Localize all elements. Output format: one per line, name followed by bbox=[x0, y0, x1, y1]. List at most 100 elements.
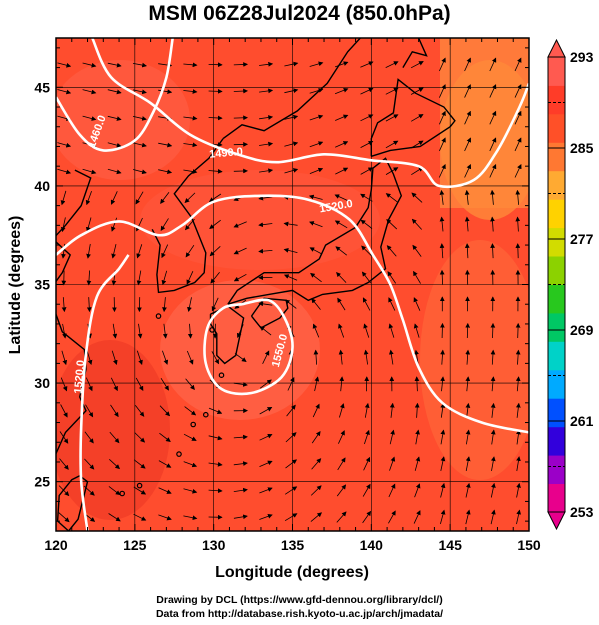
wind-vector bbox=[490, 509, 496, 525]
wind-vector bbox=[183, 433, 197, 441]
wind-vector bbox=[411, 218, 422, 230]
wind-vector bbox=[515, 189, 521, 205]
wind-vector bbox=[233, 461, 248, 466]
wind-vector bbox=[258, 248, 273, 254]
island bbox=[218, 372, 225, 379]
wind-vector bbox=[414, 402, 420, 418]
colorbar-segment bbox=[548, 256, 565, 285]
wind-vector bbox=[464, 137, 472, 152]
wind-vector bbox=[439, 137, 446, 152]
wind-vector bbox=[385, 87, 399, 95]
island bbox=[190, 421, 197, 428]
wind-vector bbox=[414, 483, 421, 498]
colorbar-segment bbox=[548, 85, 565, 115]
wind-vector bbox=[334, 61, 349, 68]
wind-vector bbox=[134, 404, 145, 417]
wind-vector bbox=[284, 61, 299, 67]
wind-vector bbox=[308, 194, 323, 200]
wind-vector bbox=[440, 482, 446, 498]
wind-vector bbox=[57, 89, 72, 95]
wind-vector bbox=[57, 168, 72, 175]
wind-vector bbox=[385, 114, 399, 122]
wind-vector bbox=[110, 191, 118, 205]
wind-vector bbox=[82, 115, 97, 121]
wind-vector bbox=[233, 115, 248, 121]
wind-vector bbox=[111, 244, 117, 259]
wind-vector bbox=[132, 116, 147, 121]
island bbox=[209, 327, 215, 333]
wind-vector bbox=[136, 217, 143, 232]
wind-vector bbox=[183, 461, 198, 468]
wind-vector bbox=[440, 402, 446, 418]
colorbar-segment bbox=[548, 227, 565, 257]
wind-vector bbox=[85, 377, 93, 392]
wind-vector bbox=[490, 243, 495, 259]
wind-vector bbox=[283, 248, 298, 253]
wind-vector bbox=[60, 190, 67, 206]
wind-vector bbox=[360, 193, 373, 202]
wind-vector bbox=[516, 482, 521, 498]
wind-vector bbox=[108, 513, 121, 522]
wind-vector bbox=[262, 350, 270, 364]
wind-vector bbox=[286, 404, 296, 417]
korea-coast bbox=[151, 138, 224, 294]
wind-vector bbox=[284, 141, 299, 147]
lat-lon-grid bbox=[56, 38, 529, 531]
wind-vector bbox=[360, 114, 374, 122]
wind-vector bbox=[208, 435, 223, 441]
colorbar-segment bbox=[548, 455, 565, 484]
wind-vector bbox=[233, 221, 247, 228]
wind-vector bbox=[86, 350, 93, 365]
wind-vector bbox=[61, 350, 68, 366]
colorbar-segment bbox=[548, 142, 565, 172]
wind-vector bbox=[438, 163, 446, 178]
contour-line bbox=[91, 38, 529, 189]
axis-ticks: 120 125 130 135 140 145 150 25 30 35 40 45 bbox=[34, 38, 541, 553]
wind-vector bbox=[410, 114, 424, 122]
wind-vector bbox=[335, 167, 349, 175]
wind-vector bbox=[309, 247, 323, 255]
wind-vector bbox=[285, 459, 298, 469]
wind-vector bbox=[388, 483, 396, 498]
wind-vector bbox=[259, 514, 273, 520]
wind-vector bbox=[490, 456, 496, 471]
wind-vector bbox=[110, 404, 119, 418]
wind-vector bbox=[107, 115, 122, 121]
china-coast bbox=[56, 169, 92, 456]
wind-vector bbox=[133, 169, 147, 175]
wind-vector bbox=[59, 458, 69, 470]
wind-vector bbox=[208, 193, 222, 202]
wind-vector bbox=[233, 487, 248, 493]
wind-vector bbox=[388, 323, 395, 338]
wind-vector bbox=[440, 456, 446, 471]
wind-vector bbox=[233, 273, 247, 282]
wind-vector bbox=[259, 460, 273, 467]
wind-vector bbox=[183, 89, 198, 94]
contour-line bbox=[79, 254, 130, 531]
wind-vector bbox=[414, 376, 420, 392]
wind-vector bbox=[336, 511, 347, 523]
wind-vector bbox=[233, 434, 248, 440]
wind-vector bbox=[439, 57, 446, 72]
wind-vector bbox=[334, 194, 348, 201]
wind-vector bbox=[339, 376, 345, 392]
wind-vector bbox=[311, 298, 321, 310]
wind-vector bbox=[490, 402, 496, 418]
wind-vector bbox=[516, 429, 521, 445]
wind-vector bbox=[363, 349, 369, 365]
colorbar-segment bbox=[548, 398, 565, 428]
wind-vector bbox=[465, 402, 471, 418]
wind-vector bbox=[258, 301, 273, 307]
wind-vector bbox=[310, 512, 323, 522]
wind-vector bbox=[364, 429, 370, 445]
wind-vector bbox=[185, 378, 195, 391]
wind-vector bbox=[335, 141, 349, 148]
wind-vector bbox=[85, 217, 92, 232]
wind-vector bbox=[413, 510, 421, 524]
wind-vector bbox=[185, 244, 195, 258]
wind-vector bbox=[490, 322, 496, 339]
island bbox=[136, 482, 143, 489]
